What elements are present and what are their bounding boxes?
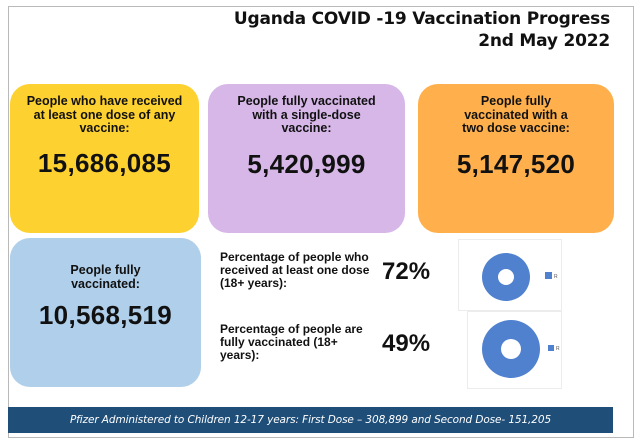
legend-label: R bbox=[556, 346, 560, 352]
donut-chart-fully-vaccinated: R bbox=[467, 311, 562, 389]
card-label: People fully vaccinated: bbox=[70, 263, 141, 291]
donut-chart-svg: R bbox=[482, 253, 558, 301]
donut-chart-svg: R bbox=[482, 319, 560, 379]
title-line-2: 2nd May 2022 bbox=[478, 31, 610, 51]
percentage-label: Percentage of people are fully vaccinate… bbox=[220, 322, 363, 362]
donut-slice bbox=[482, 253, 530, 301]
card-label: People fully vaccinated with a two dose … bbox=[462, 94, 570, 135]
footer-text: Pfizer Administered to Children 12-17 ye… bbox=[69, 414, 552, 426]
card-single-dose-vaccine: People fully vaccinated with a single-do… bbox=[208, 84, 405, 233]
percentage-value: 49% bbox=[382, 330, 431, 357]
card-at-least-one-dose: People who have received at least one do… bbox=[10, 84, 199, 233]
card-fully-vaccinated: People fully vaccinated: 10,568,519 bbox=[10, 238, 201, 387]
footer-banner: Pfizer Administered to Children 12-17 ye… bbox=[8, 407, 613, 433]
page-title: Uganda COVID -19 Vaccination Progress 2n… bbox=[234, 8, 610, 52]
card-label: People fully vaccinated with a single-do… bbox=[237, 94, 376, 135]
legend-label: R bbox=[554, 274, 558, 280]
card-value: 5,420,999 bbox=[247, 148, 366, 179]
donut-slice bbox=[482, 319, 540, 379]
donut-chart-one-dose: R bbox=[458, 239, 562, 311]
percentage-value: 72% bbox=[382, 258, 431, 285]
percentage-label: Percentage of people who received at lea… bbox=[220, 250, 370, 290]
card-two-dose-vaccine: People fully vaccinated with a two dose … bbox=[418, 84, 614, 233]
title-line-1: Uganda COVID -19 Vaccination Progress bbox=[233, 9, 610, 29]
legend-swatch bbox=[548, 345, 554, 351]
legend-swatch bbox=[545, 272, 552, 279]
card-value: 5,147,520 bbox=[456, 148, 576, 179]
card-value: 10,568,519 bbox=[38, 300, 173, 330]
card-value: 15,686,085 bbox=[37, 147, 172, 178]
card-label: People who have received at least one do… bbox=[26, 94, 183, 135]
